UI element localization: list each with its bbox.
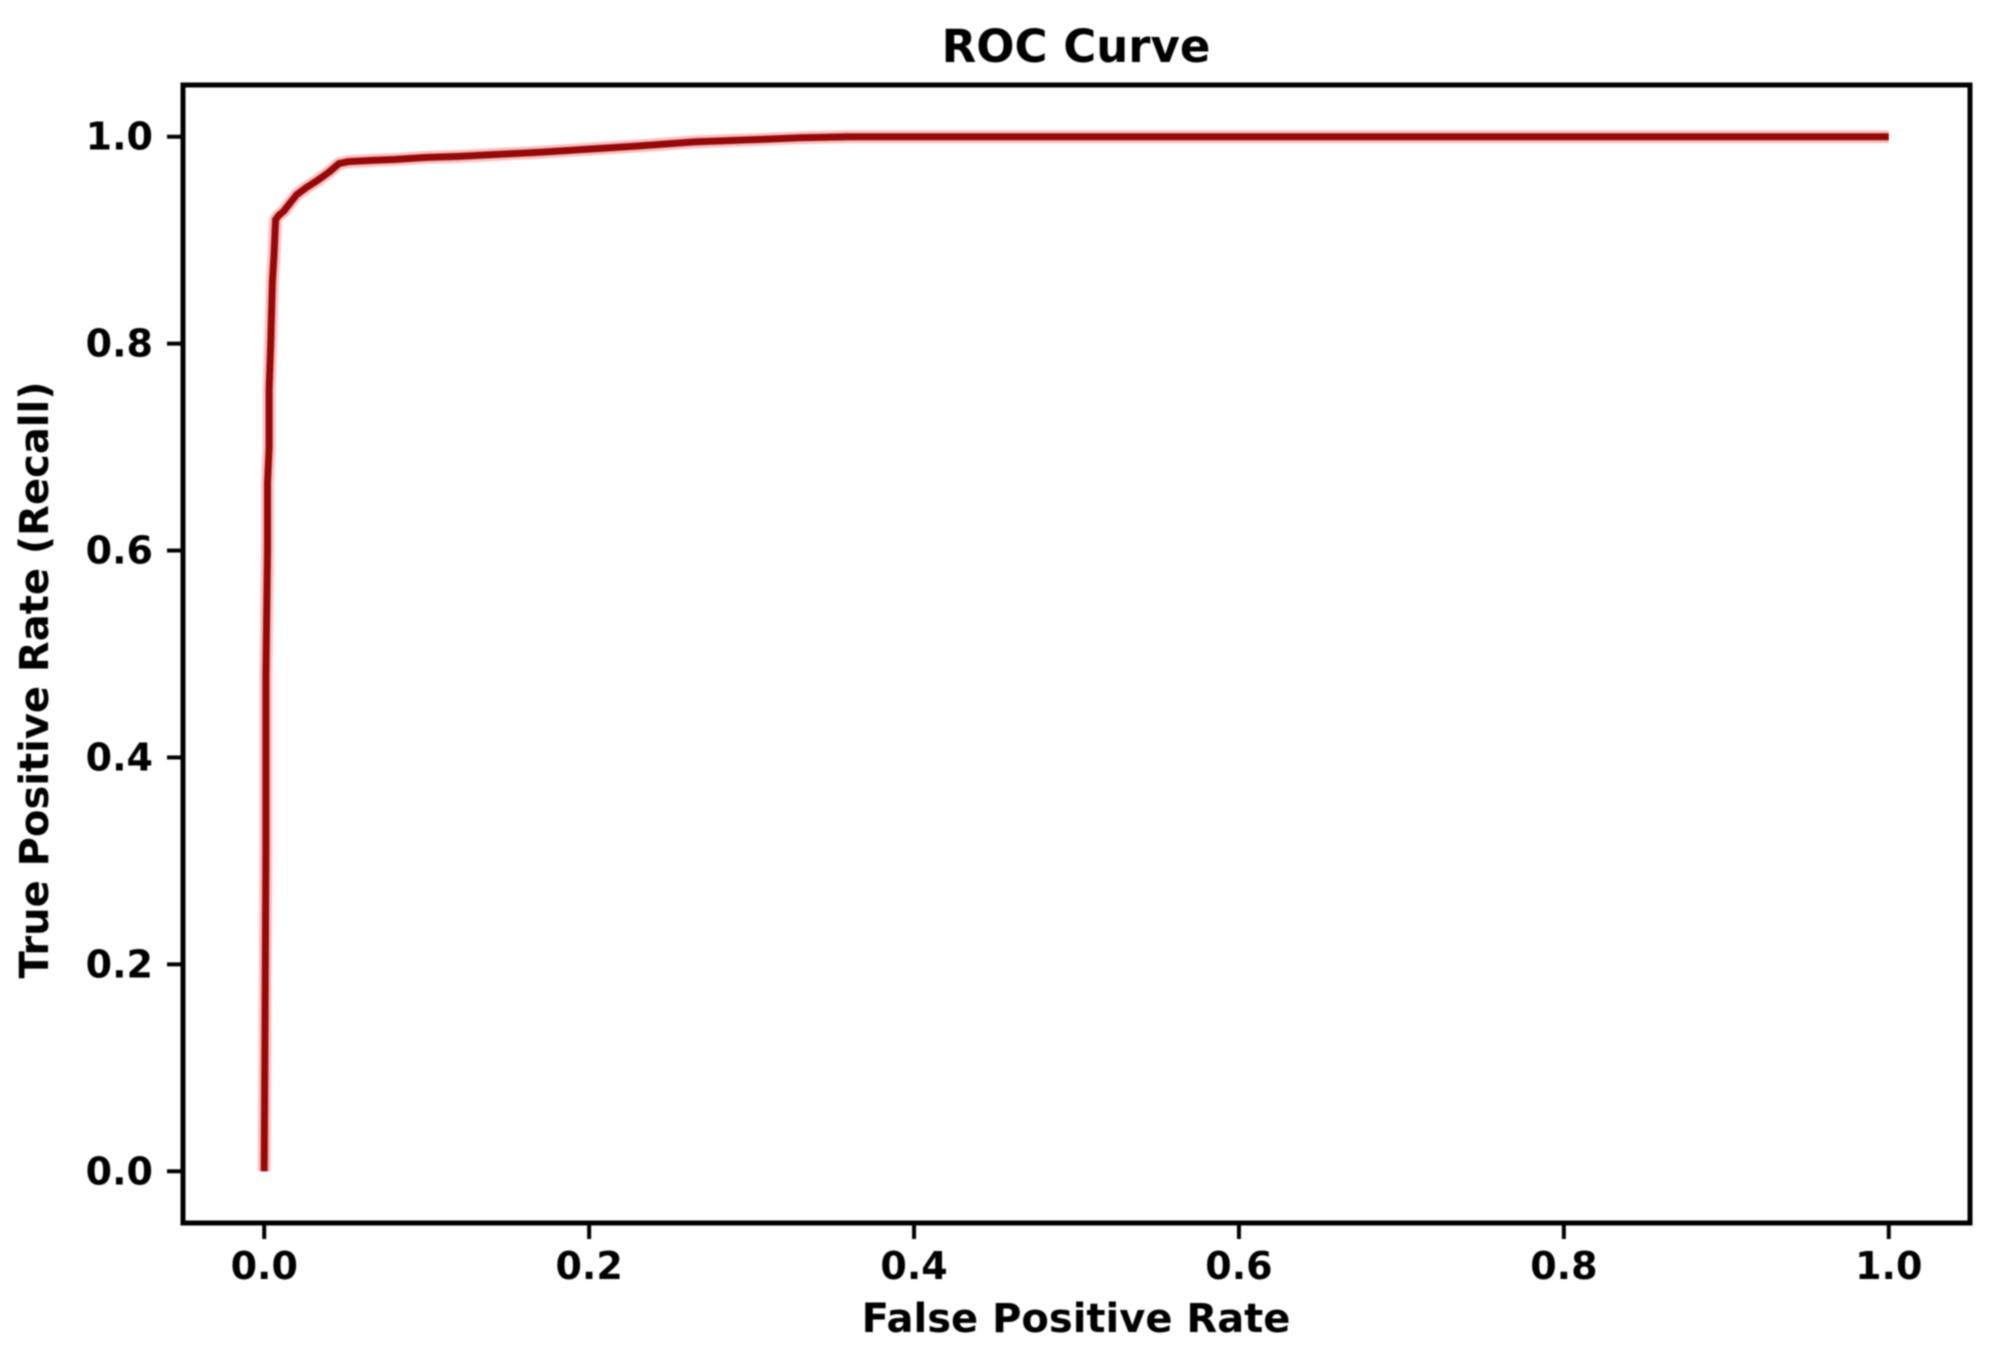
- roc-curve-halo: [257, 130, 1889, 1172]
- chart-title: ROC Curve: [942, 20, 1211, 73]
- y-tick-label: 1.0: [86, 115, 153, 159]
- x-tick-label: 0.6: [1205, 1244, 1272, 1288]
- x-tick-label: 0.4: [880, 1244, 947, 1288]
- y-axis-label: True Positive Rate (Recall): [12, 381, 58, 978]
- x-axis-ticks: 0.0 0.2 0.4 0.6 0.8 1.0: [231, 1223, 1922, 1288]
- x-tick-label: 1.0: [1855, 1244, 1922, 1288]
- y-tick-label: 0.6: [86, 529, 153, 573]
- x-tick-label: 0.8: [1530, 1244, 1597, 1288]
- y-tick-label: 0.0: [86, 1149, 153, 1193]
- x-tick-label: 0.2: [555, 1244, 622, 1288]
- x-tick-label: 0.0: [231, 1244, 298, 1288]
- roc-curve-line: [260, 133, 1889, 1172]
- roc-curve-series: [257, 130, 1889, 1172]
- y-tick-label: 0.4: [86, 735, 153, 779]
- y-axis-ticks: 0.0 0.2 0.4 0.6 0.8 1.0: [86, 115, 183, 1193]
- y-tick-label: 0.8: [86, 322, 153, 366]
- x-axis-label: False Positive Rate: [862, 1296, 1291, 1342]
- y-tick-label: 0.2: [86, 942, 153, 986]
- plot-border: [180, 82, 1973, 1226]
